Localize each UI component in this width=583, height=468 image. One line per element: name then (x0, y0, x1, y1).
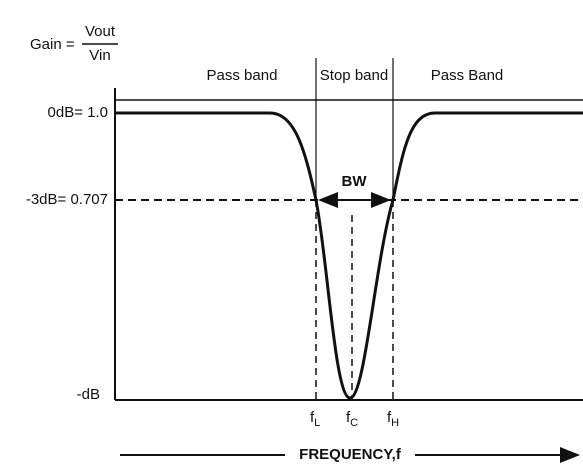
gain-prefix: Gain = (30, 36, 75, 53)
band-label: Pass Band (431, 67, 504, 84)
marker-sub: C (350, 417, 358, 429)
marker-sub: H (391, 417, 399, 429)
marker-main: f (310, 409, 315, 426)
marker-main: f (387, 409, 392, 426)
x-axis-label: FREQUENCY,f (299, 446, 402, 463)
y-label: -3dB= 0.707 (26, 191, 108, 208)
y-label: -dB (77, 386, 100, 403)
band-label: Pass band (207, 67, 278, 84)
freq-marker: fL (310, 409, 320, 429)
marker-main: f (346, 409, 351, 426)
band-label: Stop band (320, 67, 388, 84)
bandwidth-label: BW (342, 173, 368, 190)
freq-marker: fH (387, 409, 399, 429)
axes (114, 58, 583, 463)
gain-denominator: Vin (89, 47, 110, 64)
freq-marker: fC (346, 409, 358, 429)
marker-sub: L (314, 417, 320, 429)
gain-numerator: Vout (85, 23, 116, 40)
y-label: 0dB= 1.0 (48, 104, 108, 121)
